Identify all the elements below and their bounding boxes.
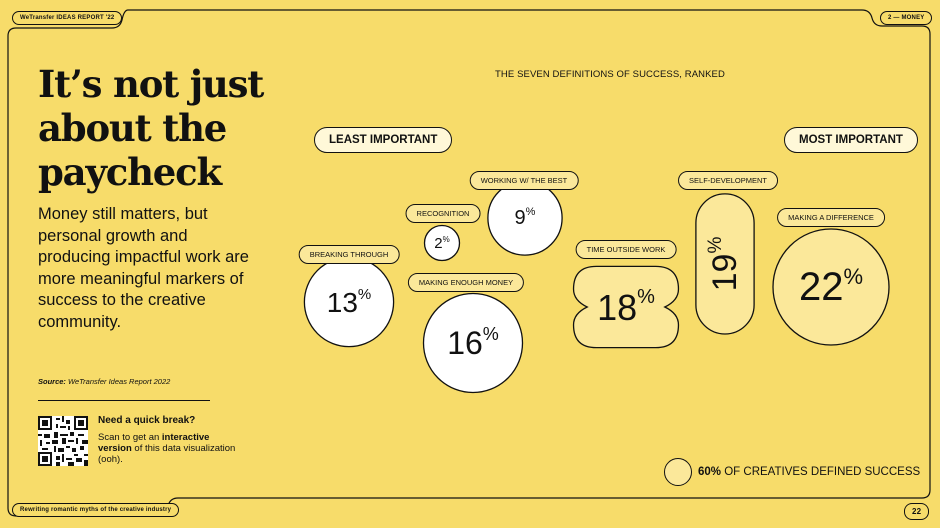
- subtext: Money still matters, but personal growth…: [38, 205, 249, 331]
- data-label-6: 22%: [799, 264, 863, 310]
- most-important-label: MOST IMPORTANT: [784, 127, 918, 153]
- qr-description: Scan to get an interactive version of th…: [98, 432, 236, 465]
- bubble-5: [695, 193, 755, 335]
- interactive-version-link[interactable]: interactive version: [98, 432, 210, 454]
- data-label-3: 9%: [515, 206, 536, 229]
- bubble-4: [572, 265, 680, 349]
- data-label-5: 19%: [705, 237, 745, 292]
- data-label-1: 2%: [434, 235, 449, 252]
- footer-tagline: Rewriting romantic myths of the creative…: [12, 503, 180, 517]
- data-label-0: 13%: [327, 286, 372, 318]
- bubble-6: [772, 228, 890, 346]
- bubble-1: [423, 224, 461, 262]
- category-label-4: TIME OUTSIDE WORK: [575, 240, 677, 259]
- category-label-0: BREAKING THROUGH: [298, 245, 400, 264]
- page-number: 22: [904, 503, 930, 520]
- chart-title: THE SEVEN DEFINITIONS OF SUCCESS, RANKED: [495, 69, 725, 80]
- legend-percent: 60%: [698, 466, 722, 478]
- brand-tag: WeTransfer IDEAS REPORT '22: [12, 11, 123, 25]
- category-label-3: WORKING W/ THE BEST: [469, 171, 579, 190]
- section-tag: 2 — MONEY: [880, 11, 933, 25]
- source-text: WeTransfer Ideas Report 2022: [68, 377, 171, 386]
- bubble-2: [422, 292, 524, 394]
- headline: It’s not just about the paycheck: [38, 62, 264, 194]
- least-important-label: LEAST IMPORTANT: [314, 127, 453, 153]
- legend-swatch: [664, 458, 692, 486]
- source-label: Source:: [38, 377, 66, 386]
- category-label-1: RECOGNITION: [405, 204, 481, 223]
- legend-text: 60% OF CREATIVES DEFINED SUCCESS: [698, 466, 920, 478]
- qr-code-icon[interactable]: [38, 416, 88, 466]
- source-note: Source: WeTransfer Ideas Report 2022: [38, 377, 170, 386]
- category-label-2: MAKING ENOUGH MONEY: [407, 273, 525, 292]
- category-label-6: MAKING A DIFFERENCE: [777, 208, 885, 227]
- data-label-4: 18%: [597, 286, 655, 328]
- divider: [38, 400, 210, 401]
- legend-label: OF CREATIVES DEFINED SUCCESS: [721, 466, 921, 478]
- category-label-5: SELF-DEVELOPMENT: [678, 171, 778, 190]
- qr-title: Need a quick break?: [98, 415, 196, 426]
- data-label-2: 16%: [447, 324, 499, 361]
